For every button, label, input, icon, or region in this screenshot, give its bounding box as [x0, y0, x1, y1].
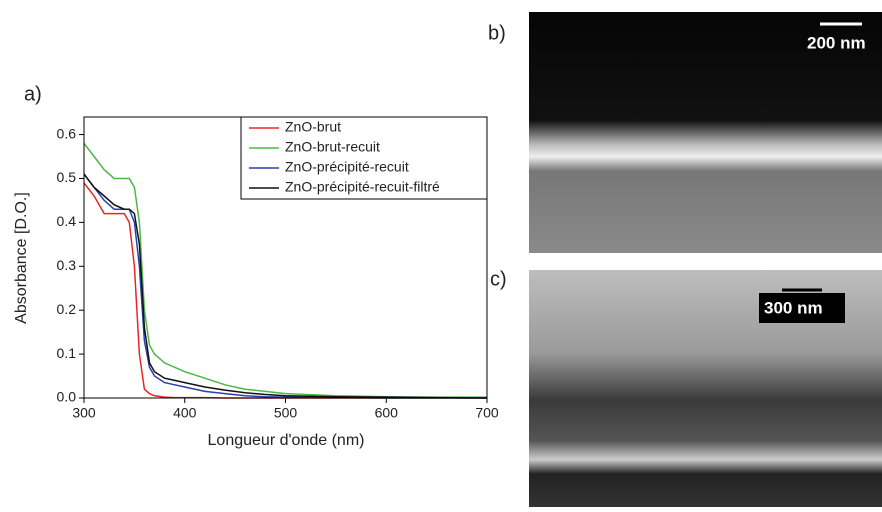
panel-label: c) [490, 268, 507, 290]
legend-label: ZnO-précipité-recuit [285, 159, 409, 175]
y-tick-label: 0.0 [57, 389, 77, 405]
y-tick-label: 0.3 [57, 257, 77, 273]
series-line [83, 142, 487, 398]
panel-label: a) [24, 83, 42, 105]
x-axis-label: Longueur d'onde (nm) [208, 432, 365, 449]
x-tick-label: 300 [72, 405, 96, 421]
y-tick-label: 0.1 [57, 345, 77, 361]
scale-box [759, 293, 845, 323]
legend-label: ZnO-brut-recuit [285, 139, 380, 155]
sem-image [529, 12, 882, 253]
x-tick-label: 400 [173, 405, 197, 421]
y-tick-label: 0.6 [57, 125, 77, 141]
scale-label: 200 nm [807, 33, 866, 52]
y-tick-label: 0.5 [57, 169, 77, 185]
x-tick-label: 600 [375, 405, 399, 421]
scale-label: 300 nm [764, 298, 823, 317]
y-tick-label: 0.4 [57, 213, 77, 229]
series-line [83, 182, 487, 399]
panel-label: b) [488, 22, 506, 44]
legend-label: ZnO-précipité-recuit-filtré [285, 179, 440, 195]
x-tick-label: 500 [274, 405, 298, 421]
series-line [83, 173, 487, 399]
legend-label: ZnO-brut [285, 119, 341, 135]
legend-box [240, 116, 488, 200]
x-tick-label: 700 [475, 405, 499, 421]
y-tick-label: 0.2 [57, 301, 77, 317]
series-line [83, 173, 488, 399]
y-axis-label: Absorbance [D.O.] [13, 192, 30, 324]
